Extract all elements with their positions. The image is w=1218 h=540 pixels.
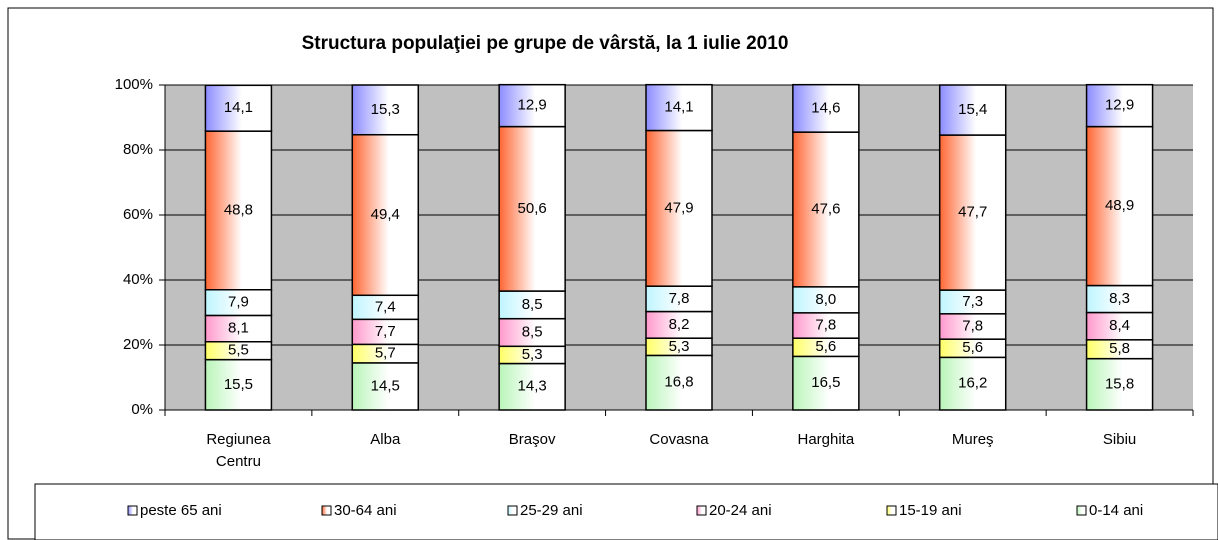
data-label: 15,5 (224, 376, 253, 393)
data-label: 14,5 (371, 377, 400, 394)
legend-swatch (886, 505, 897, 516)
bar-segment (351, 133, 420, 297)
legend-label: 20-24 ani (709, 502, 772, 519)
legend-label: 0-14 ani (1089, 502, 1143, 519)
y-tick-label: 60% (123, 206, 153, 223)
bar-segment (645, 310, 713, 339)
data-label: 5,7 (375, 345, 396, 362)
data-label: 47,7 (958, 204, 987, 221)
data-label: 14,1 (664, 99, 693, 116)
data-label: 16,8 (664, 374, 693, 391)
bar-segment (1085, 125, 1154, 287)
x-tick-label: Braşov (509, 431, 556, 448)
bar-segment (204, 130, 273, 291)
bar-segment (792, 83, 860, 133)
bar-segment (938, 356, 1007, 411)
legend-swatch (507, 505, 518, 516)
legend-label: peste 65 ani (140, 502, 222, 519)
legend-swatch (321, 505, 332, 516)
data-label: 16,2 (958, 375, 987, 392)
bar-segment (645, 83, 713, 132)
bar-segment (938, 84, 1007, 136)
bar-segment (351, 362, 420, 411)
data-label: 48,9 (1105, 197, 1134, 214)
bar-segment (204, 314, 273, 343)
data-label: 7,8 (669, 290, 690, 307)
data-label: 5,5 (228, 342, 249, 359)
data-label: 7,8 (815, 316, 836, 333)
bar-segment (792, 131, 860, 288)
data-label: 8,4 (1109, 317, 1130, 334)
x-tick-label: Sibiu (1103, 431, 1136, 448)
data-label: 12,9 (518, 97, 547, 114)
data-label: 7,7 (375, 323, 396, 340)
y-tick-label: 100% (115, 76, 153, 93)
data-label: 7,4 (375, 298, 396, 315)
legend-box (34, 483, 1218, 540)
legend-swatch (1076, 505, 1087, 516)
x-tick-label: Alba (370, 431, 401, 448)
data-label: 7,8 (962, 317, 983, 334)
data-label: 8,3 (1109, 290, 1130, 307)
bar-segment (204, 358, 273, 411)
data-label: 47,9 (664, 199, 693, 216)
data-label: 48,8 (224, 201, 253, 218)
bar-segment (498, 317, 566, 348)
bar-segment (498, 362, 566, 411)
bar-segment (1085, 311, 1154, 341)
bar-segment (204, 289, 273, 317)
y-tick-label: 20% (123, 336, 153, 353)
bar-segment (498, 290, 566, 320)
data-label: 5,6 (815, 338, 836, 355)
bar-segment (645, 285, 713, 313)
data-label: 8,5 (522, 296, 543, 313)
data-label: 50,6 (518, 200, 547, 217)
data-label: 15,4 (958, 101, 987, 118)
data-label: 8,1 (228, 320, 249, 337)
y-tick-label: 40% (123, 271, 153, 288)
y-tick-label: 80% (123, 141, 153, 158)
legend-label: 30-64 ani (334, 502, 397, 519)
x-tick-label: Regiunea Centru (206, 431, 271, 470)
data-label: 15,8 (1105, 375, 1134, 392)
bar-segment (938, 313, 1007, 340)
bar-segment (1085, 83, 1154, 128)
bar-segment (498, 83, 566, 128)
data-label: 8,2 (669, 316, 690, 333)
bar-segment (351, 84, 420, 136)
data-label: 14,1 (224, 99, 253, 116)
x-tick-label: Mureş (952, 431, 994, 448)
chart-title: Structura populaţiei pe grupe de vârstă,… (302, 33, 789, 54)
data-label: 5,6 (962, 339, 983, 356)
data-label: 14,3 (518, 378, 547, 395)
y-tick-label: 0% (131, 401, 153, 418)
legend-swatch (127, 505, 138, 516)
data-label: 5,3 (522, 346, 543, 363)
legend-swatch (696, 505, 707, 516)
data-label: 14,6 (811, 99, 840, 116)
data-label: 12,9 (1105, 97, 1134, 114)
data-label: 5,8 (1109, 340, 1130, 357)
data-label: 7,9 (228, 294, 249, 311)
bar-segment (645, 354, 713, 411)
x-tick-label: Covasna (649, 431, 709, 448)
legend-label: 15-19 ani (899, 502, 962, 519)
data-label: 49,4 (371, 206, 400, 223)
data-label: 47,6 (811, 200, 840, 217)
bar-segment (204, 84, 273, 132)
data-label: 8,0 (815, 291, 836, 308)
data-label: 16,5 (811, 374, 840, 391)
bar-segment (938, 134, 1007, 291)
data-label: 15,3 (371, 101, 400, 118)
data-label: 7,3 (962, 293, 983, 310)
x-tick-label: Harghita (798, 431, 855, 448)
data-label: 8,5 (522, 323, 543, 340)
bar-segment (351, 294, 420, 321)
data-label: 5,3 (669, 338, 690, 355)
legend-label: 25-29 ani (520, 502, 583, 519)
